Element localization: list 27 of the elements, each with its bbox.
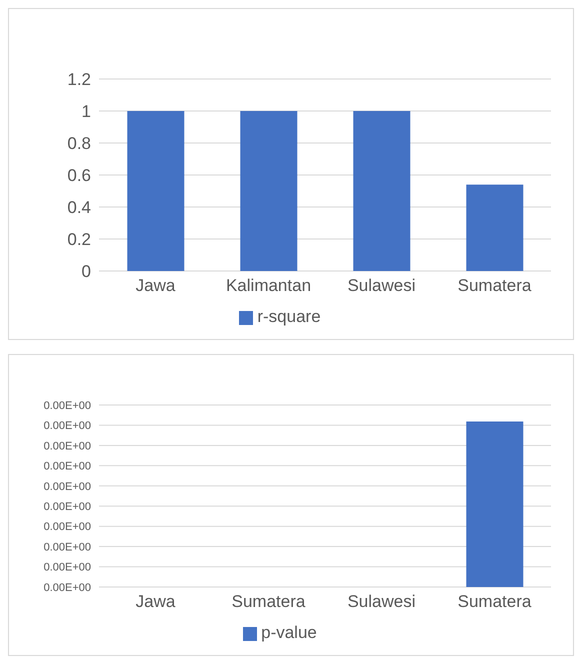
x-tick-label: Jawa [136, 276, 176, 296]
text: 0.00E+00 [44, 460, 91, 473]
x-tick-label: Sumatera [458, 592, 532, 612]
legend-label: r-square [257, 307, 321, 326]
y-tick-label: 1.2 [67, 70, 91, 90]
text: 0.00E+00 [44, 440, 91, 452]
legend-label: p-value [261, 623, 317, 642]
text: 0.00E+00 [44, 582, 91, 594]
x-tick-label: Sumatera [232, 592, 306, 612]
x-tick-label: Kalimantan [226, 276, 312, 296]
x-tick-label: Sulawesi [347, 592, 416, 612]
y-tick-label: 0 [82, 262, 91, 282]
y-tick-label: 0.6 [67, 166, 91, 186]
text: 0.00E+00 [44, 541, 91, 554]
text: 0.00E+00 [44, 420, 91, 432]
y-tick-label: 1 [82, 102, 91, 122]
text: 0.00E+00 [44, 501, 91, 514]
y-tick-label: 0.2 [67, 230, 91, 250]
text: 0.00E+00 [44, 400, 91, 412]
x-tick-label: Sumatera [458, 276, 532, 296]
y-tick-label: 0.4 [67, 198, 91, 218]
x-tick-label: Jawa [136, 592, 176, 612]
text: 0.00E+00 [44, 521, 91, 534]
text: 0.00E+00 [44, 480, 91, 493]
y-tick-label: 0.8 [67, 134, 91, 154]
text: 0.00E+00 [44, 562, 91, 574]
x-tick-label: Sulawesi [347, 276, 416, 296]
